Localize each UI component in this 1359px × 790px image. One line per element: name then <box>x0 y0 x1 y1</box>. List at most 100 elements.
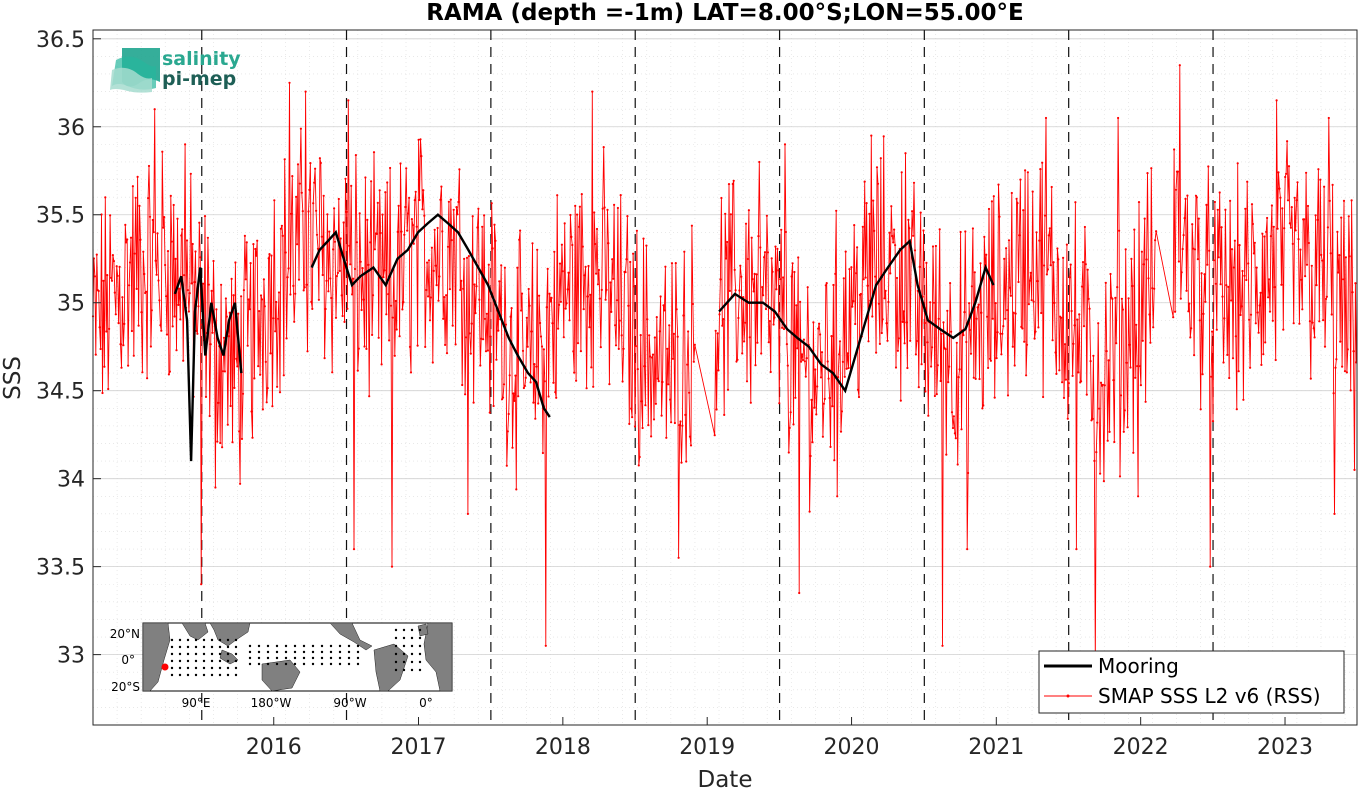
smap-data-point <box>602 146 605 149</box>
smap-data-point <box>821 435 825 438</box>
smap-data-point <box>142 250 145 253</box>
mooring-dot <box>210 673 214 677</box>
smap-data-point <box>749 401 752 404</box>
smap-data-point <box>225 315 228 318</box>
smap-data-point <box>478 298 481 301</box>
smap-data-point <box>803 360 807 363</box>
smap-data-point <box>864 276 867 279</box>
smap-data-point <box>1107 359 1110 362</box>
smap-data-point <box>424 345 427 348</box>
smap-data-point <box>1354 282 1357 285</box>
smap-data-point <box>482 338 485 341</box>
mooring-dot <box>402 628 406 632</box>
smap-data-point <box>413 199 416 202</box>
mooring-dot <box>356 662 360 666</box>
smap-data-point <box>1010 191 1013 195</box>
smap-data-point <box>1116 286 1119 289</box>
smap-data-point <box>917 386 920 389</box>
smap-data-point <box>677 556 680 559</box>
smap-data-point <box>304 90 307 93</box>
smap-data-point <box>801 358 805 362</box>
smap-data-point <box>300 191 303 194</box>
y-tick-label: 35 <box>57 292 85 317</box>
mooring-dot <box>410 628 414 632</box>
smap-data-point <box>1182 234 1185 237</box>
smap-data-point <box>155 273 158 276</box>
smap-data-point <box>509 315 512 318</box>
logo-text-salinity: salinity <box>162 48 241 70</box>
smap-data-point <box>577 225 581 228</box>
smap-data-point <box>1263 235 1266 238</box>
smap-data-point <box>1303 218 1306 221</box>
smap-data-point <box>1070 309 1073 313</box>
smap-data-point <box>793 270 796 274</box>
smap-data-point <box>1065 243 1068 246</box>
smap-data-point <box>806 286 809 289</box>
smap-data-point <box>1270 204 1273 207</box>
smap-data-point <box>1189 336 1192 339</box>
smap-data-point <box>1269 235 1272 238</box>
smap-data-point <box>1249 313 1253 316</box>
smap-data-point <box>307 210 310 213</box>
mooring-dot <box>418 628 422 632</box>
mooring-dot <box>311 656 315 660</box>
mooring-dot <box>257 656 261 660</box>
smap-data-point <box>1284 175 1287 179</box>
smap-data-point <box>436 226 439 230</box>
smap-data-point <box>126 238 129 241</box>
smap-data-point <box>1274 358 1277 362</box>
smap-data-point <box>830 335 833 338</box>
smap-data-point <box>335 275 338 278</box>
smap-data-point <box>568 319 571 322</box>
smap-data-point <box>1018 234 1021 237</box>
smap-data-point <box>206 236 209 239</box>
smap-data-point <box>970 285 974 288</box>
smap-data-point <box>1099 472 1102 475</box>
smap-data-point <box>506 430 509 433</box>
smap-data-point <box>369 241 372 244</box>
smap-data-point <box>1325 295 1328 298</box>
smap-data-point <box>633 425 637 428</box>
smap-data-point <box>539 321 542 325</box>
smap-data-point <box>1054 351 1057 354</box>
mooring-dot <box>329 656 333 660</box>
smap-data-point <box>590 366 593 369</box>
smap-data-point <box>274 330 277 333</box>
smap-data-point <box>1035 231 1038 234</box>
smap-data-point <box>94 353 97 356</box>
smap-data-point <box>557 327 560 330</box>
smap-data-point <box>580 193 583 196</box>
smap-data-point <box>1077 371 1080 374</box>
smap-data-point <box>533 363 536 366</box>
smap-data-point <box>469 352 472 355</box>
smap-data-point <box>617 347 620 350</box>
smap-data-point <box>110 279 114 282</box>
smap-data-point <box>606 208 609 211</box>
smap-data-point <box>1081 285 1084 288</box>
smap-data-point <box>855 272 858 275</box>
smap-data-point <box>631 416 634 419</box>
smap-data-point <box>651 356 654 359</box>
smap-data-point <box>504 323 507 326</box>
mooring-dot <box>194 638 198 642</box>
smap-data-point <box>1231 357 1235 360</box>
smap-data-point <box>738 289 741 292</box>
smap-data-point <box>472 401 475 404</box>
smap-data-point <box>962 334 965 337</box>
smap-data-point <box>672 332 676 335</box>
smap-data-point <box>1273 286 1276 289</box>
smap-data-point <box>410 218 413 221</box>
smap-data-point <box>296 163 300 166</box>
smap-data-point <box>451 324 454 327</box>
smap-data-point <box>800 360 803 363</box>
smap-data-point <box>507 412 510 416</box>
smap-data-point <box>1129 366 1132 369</box>
smap-data-point <box>1117 116 1120 120</box>
smap-data-point <box>911 210 914 213</box>
smap-data-point <box>789 411 792 414</box>
smap-data-point <box>349 263 352 266</box>
smap-data-point <box>1140 250 1143 253</box>
smap-data-point <box>919 211 922 214</box>
smap-data-point <box>1221 295 1224 298</box>
smap-data-point <box>1014 312 1017 315</box>
